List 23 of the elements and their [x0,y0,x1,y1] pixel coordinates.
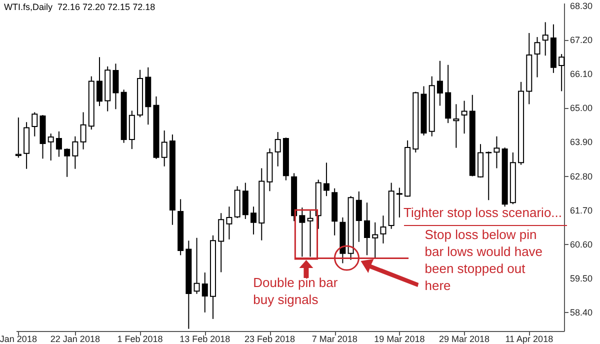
x-tick-label: 7 Mar 2018 [312,334,358,344]
y-tick-label: 68.30 [570,1,593,12]
x-tick-label: 23 Feb 2018 [244,334,296,344]
y-tick-label: 61.70 [570,205,593,216]
x-tick-label: 13 Feb 2018 [180,334,230,344]
x-tick-label: 29 Mar 2018 [439,334,490,344]
y-tick-label: 63.90 [570,137,593,148]
chart-title: WTI.fs,Daily 72.16 72.20 72.15 72.18 [4,2,156,12]
x-tick-label: 19 Mar 2018 [374,334,425,344]
y-tick-label: 67.20 [570,35,593,46]
x-tick-label: 22 Jan 2018 [50,334,100,344]
y-tick-label: 58.40 [570,307,593,318]
x-tick-label: 11 Apr 2018 [505,334,554,344]
x-tick-label: 1 Feb 2018 [117,334,163,344]
y-tick-label: 65.00 [570,103,593,114]
x-tick-label: Jan 2018 [0,334,37,344]
y-tick-label: 59.50 [570,273,593,284]
y-tick-label: 66.10 [570,69,593,80]
annotation: Stop loss below pin bar lows would have been stopped out here [424,226,543,294]
annotation: Double pin bar buy signals [253,274,338,308]
annotation: Tighter stop loss scenario... [404,204,567,226]
y-tick-label: 62.80 [570,171,593,182]
y-tick-label: 60.60 [570,239,593,250]
